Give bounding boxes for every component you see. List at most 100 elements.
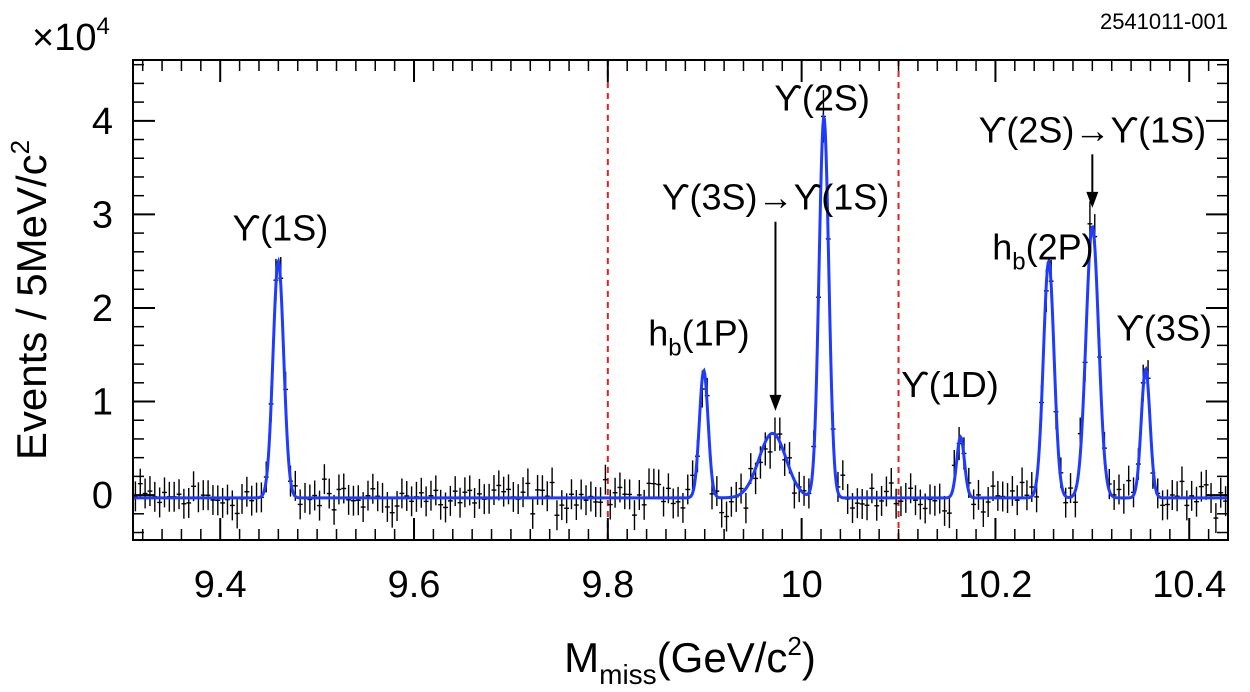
data-point [651,468,657,499]
data-point [176,479,182,510]
data-point [874,490,880,521]
data-point [137,468,143,499]
data-point [554,500,560,531]
data-point [181,488,187,519]
data-point [394,491,400,521]
data-point [607,489,613,520]
data-point [1179,466,1185,497]
data-point [530,498,536,529]
data-point [186,487,192,518]
data-point [520,477,526,508]
data-point [622,479,628,510]
data-point [898,486,904,517]
data-point [728,486,734,517]
data-point [355,485,361,516]
data-point [646,468,652,499]
data-point [632,500,637,531]
plot-frame [132,59,1229,541]
data-point [1194,486,1199,517]
data-point [501,476,507,507]
data-point [976,479,981,510]
data-point [220,487,226,518]
data-point [1165,489,1170,520]
data-point [593,487,599,517]
data-point [602,464,608,495]
axis-ticks: 9.4 9.6 9.8 10 10.2 10.4 0 1 2 3 4 [92,60,1229,606]
data-point [404,481,410,511]
data-point [1169,480,1175,510]
data-point [549,467,555,498]
data-point [472,487,478,518]
data-point [946,498,952,529]
data-point [661,486,666,517]
data-point [1213,503,1219,534]
data-point [641,489,647,520]
fit-curve [133,112,1228,500]
data-point [244,476,250,507]
data-point [506,474,511,505]
data-point [142,478,148,509]
data-point [719,497,725,528]
data-point [491,475,497,506]
data-point [767,435,773,469]
data-point [447,485,453,516]
peak-label-hb2p: hb(2P) [992,226,1093,275]
data-point [840,460,846,491]
data-point [191,471,196,502]
data-point [1009,475,1015,506]
data-point [535,474,540,505]
data-point [990,471,996,502]
data-point [888,468,894,498]
y-tick-label: 1 [92,382,113,424]
data-point [859,488,865,519]
data-point [578,479,584,510]
data-point [670,488,676,519]
data-point [389,497,395,528]
region-boundary-lines [606,60,900,540]
data-point [893,488,899,519]
data-point [229,490,235,521]
data-point [452,476,458,507]
data-point [1184,490,1190,521]
data-point [1218,477,1224,508]
data-point [215,485,221,516]
data-point [738,473,744,504]
data-point [457,487,463,518]
data-point [351,485,356,516]
data-point [627,479,633,510]
y-multiplier: ×104 [32,13,110,59]
data-point [321,464,327,495]
data-point [932,485,938,516]
data-point [477,478,482,509]
data-point [573,490,579,520]
data-point [307,484,313,515]
data-point [1014,485,1020,516]
data-point [1019,467,1025,498]
data-point [1024,480,1030,511]
peak-label-y1s: ϒ(1S) [232,208,328,249]
data-point [559,490,565,521]
peak-label-y3s: ϒ(3S) [1116,308,1212,349]
y-axis-title: Events / 5MeV/c2 [5,140,55,460]
data-point [317,490,322,521]
data-point [985,487,991,517]
data-point [147,476,153,507]
data-point [612,477,618,508]
peak-label-y1d: ϒ(1D) [901,364,999,405]
y-tick-label: 2 [92,288,113,330]
data-point [942,495,947,526]
data-point [569,479,574,510]
data-point [423,486,429,517]
plot-area: 9.4 9.6 9.8 10 10.2 10.4 0 1 2 3 4 ϒ(1S) hb(1P) ϒ(3S… [92,59,1229,606]
data-point [724,501,729,532]
data-point [1160,490,1166,521]
data-point [346,484,352,515]
data-point [326,478,332,509]
data-point [210,485,216,516]
x-tick-label: 10 [780,564,822,606]
data-points [133,90,1228,534]
data-point [157,487,163,518]
data-point [883,476,889,507]
data-point [438,489,444,520]
